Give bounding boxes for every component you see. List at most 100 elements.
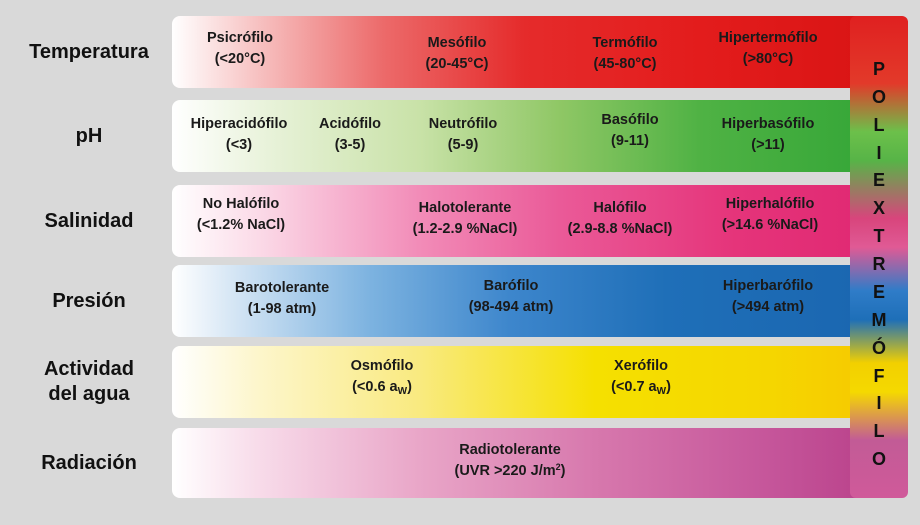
item-range: (1-98 atm) [247, 301, 317, 318]
band-ph [172, 100, 877, 172]
poliextremofilo-letter: Ó [871, 337, 886, 358]
item-name: Xerófilo [614, 358, 668, 374]
item-hiperbarofilo: Hiperbarófilo (>494 atm) [723, 276, 813, 318]
item-barofilo: Barófilo (98-494 atm) [469, 276, 554, 318]
band-salinidad [172, 185, 877, 257]
row-label-radiacion: Radiación [14, 428, 164, 498]
item-name: Mesófilo [427, 35, 487, 51]
range-text: (<0.7 a [611, 379, 657, 396]
item-name: Barotolerante [234, 280, 330, 296]
item-range: (45-80°C) [593, 56, 657, 73]
item-psicrofilo: Psicrófilo (<20°C) [207, 28, 273, 70]
item-basofilo: Basófilo (9-11) [601, 110, 658, 152]
item-range: (3-5) [334, 137, 366, 154]
item-hiperbasofilo: Hiperbasófilo (>11) [722, 114, 815, 156]
item-halofilo: Halófilo (2.9-8.8 %NaCl) [568, 198, 673, 240]
band-radiacion [172, 428, 877, 498]
item-range: (5-9) [447, 137, 479, 154]
item-range: (98-494 atm) [468, 299, 554, 316]
row-label-text: Presión [52, 289, 126, 312]
item-name: Osmófilo [350, 358, 414, 374]
item-range: (9-11) [611, 133, 649, 150]
item-name: Basófilo [601, 112, 659, 128]
poliextremofilo-letter: O [871, 86, 886, 107]
item-neutrofilo: Neutrófilo (5-9) [429, 114, 497, 156]
item-range: (2.9-8.8 %NaCl) [567, 221, 673, 238]
band-actividad-del-agua [172, 346, 877, 418]
poliextremofilo-letter: L [873, 421, 885, 442]
poliextremofilo-letter: I [876, 393, 882, 414]
item-name: Hiperacidófilo [190, 116, 288, 132]
item-range: (>80°C) [742, 51, 794, 68]
item-name: Neutrófilo [428, 116, 498, 132]
poliextremofilo-letter: F [873, 365, 885, 386]
item-name: Halotolerante [418, 200, 512, 216]
poliextremofilo-letter: L [873, 114, 885, 135]
poliextremofilo-letter: O [871, 449, 886, 470]
range-subscript: W [397, 386, 408, 398]
item-name: Termófilo [592, 35, 658, 51]
row-label-salinidad: Salinidad [14, 185, 164, 257]
item-range: (1.2-2.9 %NaCl) [412, 221, 518, 238]
range-close: ) [666, 379, 671, 396]
item-name: Halófilo [593, 200, 647, 216]
range-subscript: W [656, 386, 667, 398]
range-superscript: 2 [555, 462, 561, 473]
item-range: (>494 atm) [731, 299, 805, 316]
range-text: (UVR >220 J/m [454, 463, 556, 480]
item-hiperacidofilo: Hiperacidófilo (<3) [191, 114, 288, 156]
item-radiotolerante: Radiotolerante (UVR >220 J/m2) [454, 440, 565, 482]
band-presion [172, 265, 877, 337]
item-barotolerante: Barotolerante (1-98 atm) [235, 278, 329, 320]
poliextremofilo-letter: I [876, 142, 882, 163]
range-close: ) [407, 379, 412, 396]
item-range: (>11) [751, 137, 785, 154]
row-label-ph: pH [14, 100, 164, 172]
row-label-line1: Actividad [43, 358, 135, 380]
item-hiperhalofilo: Hiperhalófilo (>14.6 %NaCl) [722, 194, 818, 236]
item-xerofilo: Xerófilo (<0.7 aW) [611, 356, 671, 400]
item-range: (>14.6 %NaCl) [721, 217, 819, 234]
row-label-line2: del agua [48, 383, 130, 405]
item-osmofilo: Osmófilo (<0.6 aW) [351, 356, 414, 400]
poliextremofilo-letter: T [873, 226, 885, 247]
item-halotolerante: Halotolerante (1.2-2.9 %NaCl) [413, 198, 518, 240]
item-name: Hipertermófilo [718, 30, 818, 46]
item-range: (<0.6 aW) [351, 377, 414, 400]
item-acidofilo: Acidófilo (3-5) [319, 114, 381, 156]
row-label-text: Temperatura [29, 40, 149, 63]
item-range: (20-45°C) [425, 56, 489, 73]
row-label-presion: Presión [14, 265, 164, 337]
item-name: Barófilo [483, 278, 539, 294]
range-close: ) [560, 463, 566, 480]
item-name: Radiotolerante [459, 442, 561, 458]
item-name: Psicrófilo [206, 30, 274, 46]
item-mesofilo: Mesófilo (20-45°C) [425, 33, 488, 75]
poliextremofilo-letter: M [871, 309, 887, 330]
row-label-text: Salinidad [44, 209, 134, 232]
item-name: Hiperbasófilo [721, 116, 815, 132]
row-label-temperatura: Temperatura [14, 16, 164, 88]
poliextremofilo-letter: E [872, 281, 885, 302]
range-text: (<0.6 a [352, 379, 398, 396]
item-range: (<0.7 aW) [611, 377, 671, 400]
poliextremofilo-letter: P [872, 58, 885, 79]
row-label-text: Radiación [41, 451, 137, 474]
row-label-actividad-del-agua: Actividad del agua [14, 346, 164, 418]
poliextremofilo-letter: R [872, 254, 886, 274]
item-name: Acidófilo [318, 116, 382, 132]
poliextremofilo-letter: E [872, 170, 885, 191]
item-range: (<1.2% NaCl) [196, 217, 286, 234]
item-name: Hiperhalófilo [725, 196, 815, 212]
item-termofilo: Termófilo (45-80°C) [593, 33, 658, 75]
row-label-text: pH [75, 124, 103, 147]
item-hipertermofilo: Hipertermófilo (>80°C) [718, 28, 817, 70]
item-name: Hiperbarófilo [722, 278, 814, 294]
item-range: (<20°C) [214, 51, 266, 68]
item-name: No Halófilo [202, 196, 280, 212]
item-range: (UVR >220 J/m2) [454, 461, 565, 482]
poliextremofilo-letter: X [872, 198, 885, 219]
item-no-halofilo: No Halófilo (<1.2% NaCl) [197, 194, 285, 236]
